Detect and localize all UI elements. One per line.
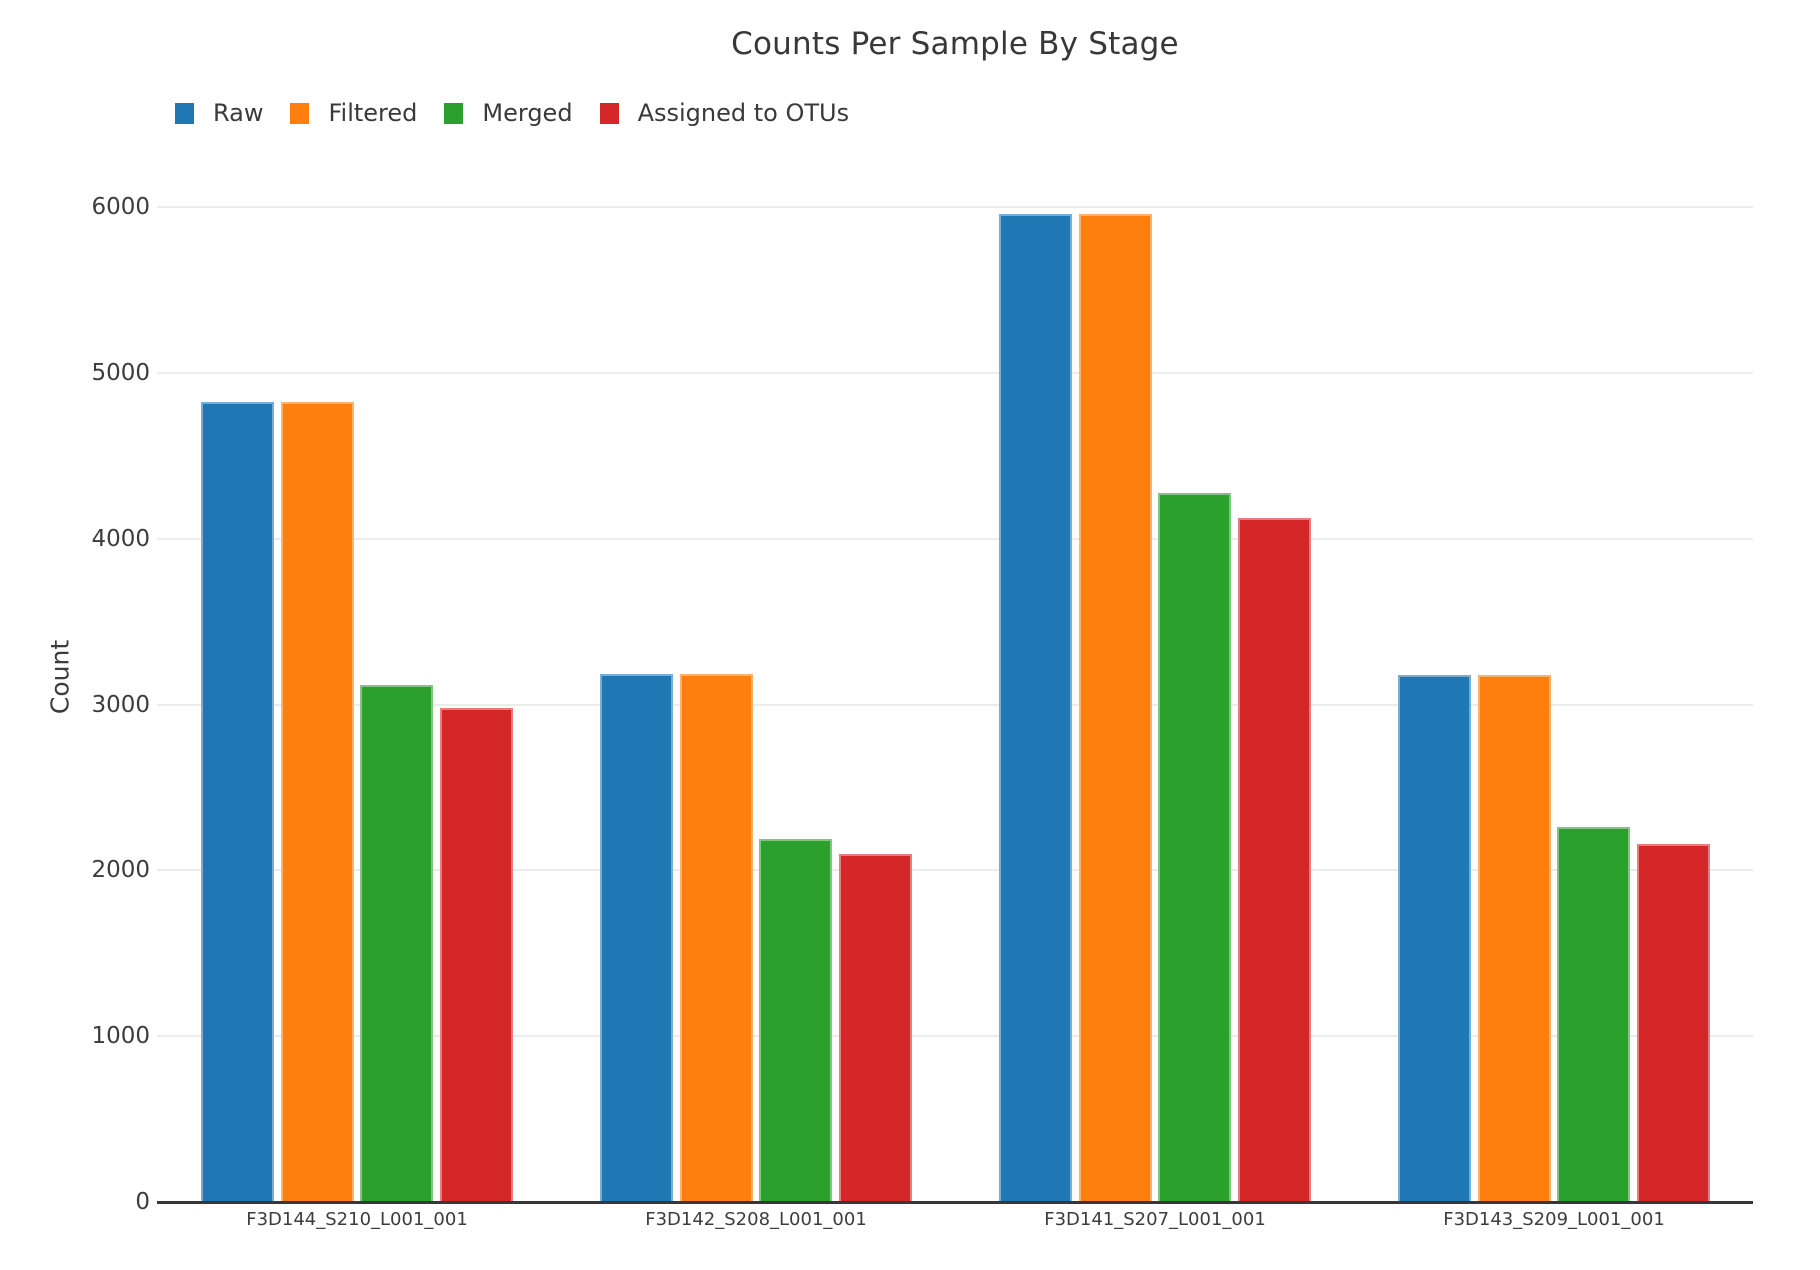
legend-label: Raw [213, 99, 264, 127]
x-axis-label: F3D141_S207_L001_001 [1044, 1209, 1266, 1230]
bar-raw[interactable] [201, 401, 274, 1202]
legend: Raw Filtered Merged Assigned to OTUs [175, 99, 849, 127]
gridline [157, 1035, 1753, 1038]
y-tick-label: 3000 [91, 691, 150, 718]
gridline [157, 703, 1753, 706]
gridline [157, 537, 1753, 540]
y-tick-label: 0 [135, 1189, 150, 1215]
y-tick-label: 6000 [91, 194, 150, 220]
legend-item-assigned-to-otus[interactable]: Assigned to OTUs [599, 99, 850, 127]
y-tick-label: 4000 [91, 525, 150, 552]
bar-assigned-to-otus[interactable] [440, 707, 514, 1202]
y-tick-label: 2000 [91, 857, 150, 884]
legend-label: Filtered [328, 99, 418, 127]
bar-assigned-to-otus[interactable] [839, 854, 913, 1202]
bar-assigned-to-otus[interactable] [1637, 844, 1711, 1202]
x-axis-label: F3D143_S209_L001_001 [1443, 1209, 1665, 1230]
bar-merged[interactable] [1557, 827, 1631, 1202]
legend-label: Merged [482, 99, 573, 127]
legend-swatch-assigned-to-otus [599, 102, 619, 124]
x-axis-label: F3D142_S208_L001_001 [645, 1209, 867, 1230]
y-tick-label: 1000 [91, 1023, 150, 1050]
chart-title: Counts Per Sample By Stage [731, 26, 1179, 62]
x-axis-label: F3D144_S210_L001_001 [246, 1209, 468, 1230]
bar-merged[interactable] [1158, 493, 1232, 1202]
bar-merged[interactable] [360, 684, 434, 1202]
bar-filtered[interactable] [679, 673, 753, 1202]
legend-item-merged[interactable]: Merged [444, 99, 573, 127]
bar-filtered[interactable] [1078, 213, 1152, 1202]
y-tick-label: 5000 [91, 359, 150, 386]
bar-raw[interactable] [1398, 674, 1471, 1202]
legend-swatch-filtered [290, 102, 310, 124]
legend-swatch-raw [175, 102, 194, 124]
x-axis-line [157, 1201, 1753, 1204]
bar-filtered[interactable] [1477, 674, 1551, 1202]
gridline [157, 869, 1753, 872]
bar-filtered[interactable] [280, 401, 354, 1202]
legend-item-raw[interactable]: Raw [175, 99, 263, 127]
legend-item-filtered[interactable]: Filtered [290, 99, 417, 127]
legend-swatch-merged [444, 102, 464, 124]
bar-assigned-to-otus[interactable] [1238, 518, 1312, 1202]
bar-raw[interactable] [600, 673, 673, 1202]
legend-label: Assigned to OTUs [637, 99, 850, 127]
bar-raw[interactable] [999, 213, 1072, 1202]
gridline [157, 206, 1753, 208]
bar-merged[interactable] [759, 839, 833, 1202]
gridline [157, 371, 1753, 374]
